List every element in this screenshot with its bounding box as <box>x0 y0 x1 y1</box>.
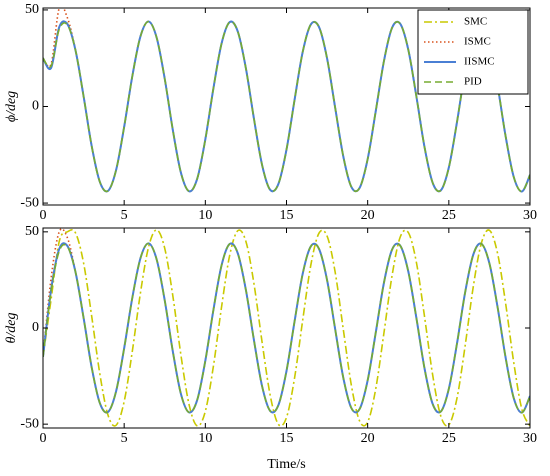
plot-area <box>43 228 530 428</box>
series-line <box>43 242 530 414</box>
x-tick-label: 20 <box>361 431 375 446</box>
x-tick-label: 5 <box>121 431 128 446</box>
x-tick-label: 10 <box>198 431 212 446</box>
x-tick-label: 25 <box>442 208 456 223</box>
legend-box <box>417 9 529 95</box>
x-tick-label: 5 <box>121 208 128 223</box>
x-tick-label: 20 <box>361 208 375 223</box>
y-tick-label: 50 <box>25 2 39 17</box>
x-tick-label: 0 <box>40 431 47 446</box>
legend-label: IISMC <box>464 56 495 68</box>
legend-label: ISMC <box>464 36 491 48</box>
y-tick-label: 0 <box>32 99 39 114</box>
y-tick-label: -50 <box>20 416 39 431</box>
y-tick-label: -50 <box>20 195 39 210</box>
x-tick-label: 15 <box>280 208 294 223</box>
x-axis-label: Time/s <box>267 457 305 472</box>
x-tick-label: 15 <box>280 431 294 446</box>
y-tick-label: 0 <box>32 320 39 335</box>
x-tick-label: 10 <box>198 208 212 223</box>
series-line <box>43 20 530 193</box>
y-axis-label: θ/deg <box>4 313 19 344</box>
y-axis-label: ϕ/deg <box>4 91 19 122</box>
x-tick-label: 0 <box>40 208 47 223</box>
x-tick-label: 25 <box>442 431 456 446</box>
y-tick-label: 50 <box>25 224 39 239</box>
legend-label: PID <box>464 76 482 88</box>
x-tick-label: 30 <box>523 208 537 223</box>
series-line <box>43 229 530 427</box>
x-tick-label: 30 <box>523 431 537 446</box>
legend-label: SMC <box>464 16 487 28</box>
